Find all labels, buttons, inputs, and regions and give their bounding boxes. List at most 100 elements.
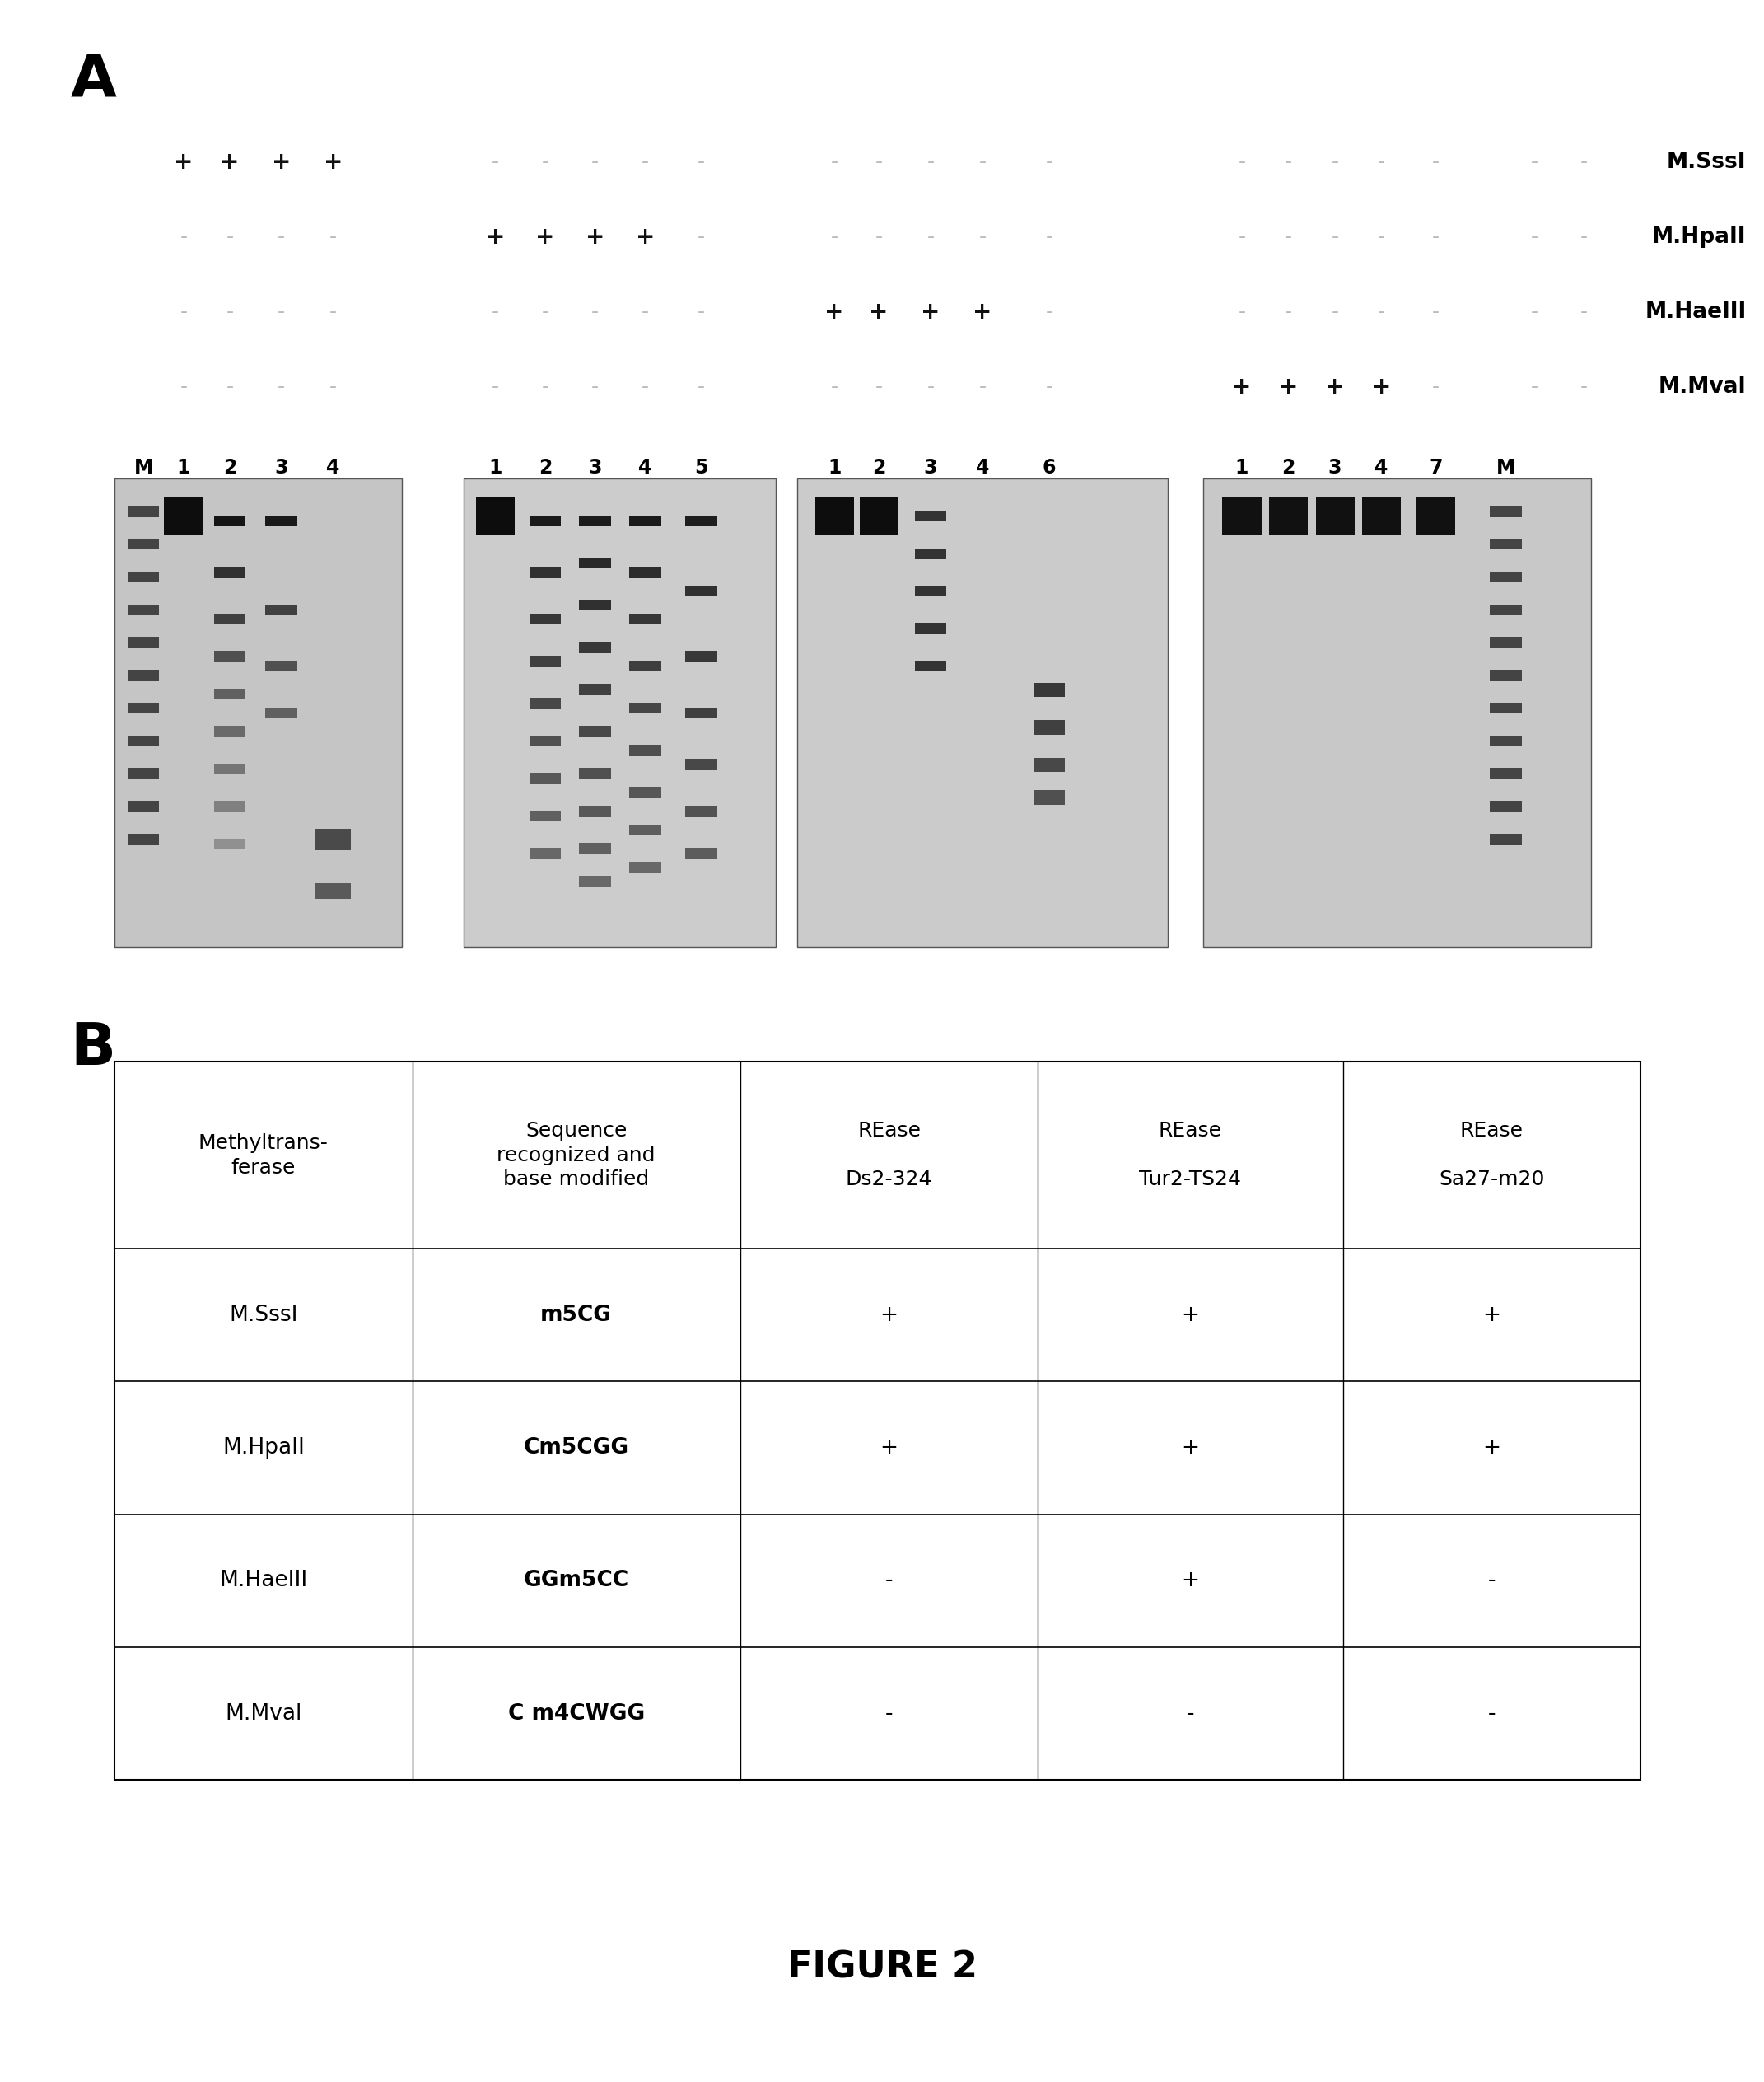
Text: REase

Ds2-324: REase Ds2-324 <box>845 1120 933 1189</box>
Text: +: + <box>1233 375 1251 400</box>
Bar <box>579 558 610 568</box>
Text: -: - <box>226 302 233 323</box>
Text: -: - <box>1581 377 1588 398</box>
Text: 1: 1 <box>827 458 841 477</box>
Bar <box>579 685 610 695</box>
Text: Cm5CGG: Cm5CGG <box>524 1437 630 1459</box>
Text: -: - <box>1432 227 1439 248</box>
Text: +: + <box>1325 375 1344 400</box>
Bar <box>266 660 298 670</box>
Text: -: - <box>926 152 935 173</box>
Bar <box>579 806 610 816</box>
Text: -: - <box>180 302 187 323</box>
Bar <box>529 566 561 577</box>
Text: -: - <box>642 152 649 173</box>
Text: +: + <box>921 300 940 325</box>
Bar <box>579 727 610 737</box>
Text: Sequence
recognized and
base modified: Sequence recognized and base modified <box>497 1120 656 1189</box>
Bar <box>1491 573 1522 583</box>
Bar <box>630 660 662 670</box>
Text: -: - <box>180 377 187 398</box>
Text: 4: 4 <box>1374 458 1388 477</box>
Bar <box>127 768 159 779</box>
Text: A: A <box>71 52 116 108</box>
Text: -: - <box>330 302 337 323</box>
Text: 2: 2 <box>538 458 552 477</box>
Bar <box>916 510 947 520</box>
Bar <box>630 516 662 527</box>
Text: -: - <box>330 227 337 248</box>
Text: -: - <box>277 302 286 323</box>
Text: Methyltrans-
ferase: Methyltrans- ferase <box>198 1133 328 1176</box>
Bar <box>916 660 947 670</box>
Bar <box>686 516 718 527</box>
Bar <box>1491 704 1522 714</box>
Bar <box>213 727 245 737</box>
Text: -: - <box>542 302 549 323</box>
Text: -: - <box>1581 227 1588 248</box>
Bar <box>127 735 159 745</box>
Bar <box>213 516 245 527</box>
Text: +: + <box>1182 1437 1200 1459</box>
Bar <box>630 745 662 756</box>
Bar <box>630 862 662 872</box>
Text: -: - <box>277 377 286 398</box>
Bar <box>1034 789 1065 804</box>
Text: -: - <box>1238 152 1245 173</box>
Text: M.HpaII: M.HpaII <box>222 1437 305 1459</box>
Text: -: - <box>1046 227 1053 248</box>
Bar <box>127 506 159 516</box>
Bar <box>815 498 854 535</box>
Text: -: - <box>831 227 838 248</box>
Text: +: + <box>826 300 843 325</box>
Text: +: + <box>635 225 654 250</box>
Text: -: - <box>642 377 649 398</box>
Bar <box>266 604 298 614</box>
Text: -: - <box>1284 302 1293 323</box>
Bar <box>1491 637 1522 648</box>
Text: +: + <box>1279 375 1298 400</box>
Bar <box>1491 604 1522 614</box>
Bar <box>1491 539 1522 550</box>
Bar <box>686 760 718 770</box>
Text: -: - <box>492 377 499 398</box>
Bar <box>115 1062 1641 1780</box>
Bar <box>1491 768 1522 779</box>
Bar <box>916 587 947 595</box>
Bar <box>529 614 561 625</box>
Text: +: + <box>1484 1303 1501 1326</box>
Text: -: - <box>1284 152 1293 173</box>
Bar <box>579 877 610 887</box>
Text: M.HaeIII: M.HaeIII <box>219 1570 307 1591</box>
Bar <box>579 641 610 652</box>
Text: +: + <box>220 150 240 175</box>
Text: 6: 6 <box>1043 458 1057 477</box>
Bar <box>529 810 561 820</box>
Text: M: M <box>1496 458 1515 477</box>
Text: -: - <box>979 227 986 248</box>
Text: 4: 4 <box>639 458 651 477</box>
Bar <box>579 516 610 527</box>
Bar <box>1034 758 1065 772</box>
Bar <box>213 839 245 849</box>
Text: -: - <box>1531 377 1538 398</box>
Text: M.Mval: M.Mval <box>1658 377 1746 398</box>
Text: +: + <box>870 300 889 325</box>
Text: -: - <box>1046 377 1053 398</box>
Text: +: + <box>1372 375 1392 400</box>
Text: M.SssI: M.SssI <box>1667 152 1746 173</box>
Bar <box>213 689 245 700</box>
Text: -: - <box>1238 302 1245 323</box>
Bar <box>213 652 245 662</box>
Text: -: - <box>979 152 986 173</box>
Text: FIGURE 2: FIGURE 2 <box>787 1949 977 1986</box>
Text: -: - <box>1581 302 1588 323</box>
Bar <box>1034 720 1065 735</box>
Text: 1: 1 <box>489 458 503 477</box>
Bar <box>1416 498 1455 535</box>
Text: +: + <box>323 150 342 175</box>
Text: 3: 3 <box>924 458 937 477</box>
Text: -: - <box>926 227 935 248</box>
Text: -: - <box>1187 1703 1194 1724</box>
Text: 3: 3 <box>275 458 288 477</box>
